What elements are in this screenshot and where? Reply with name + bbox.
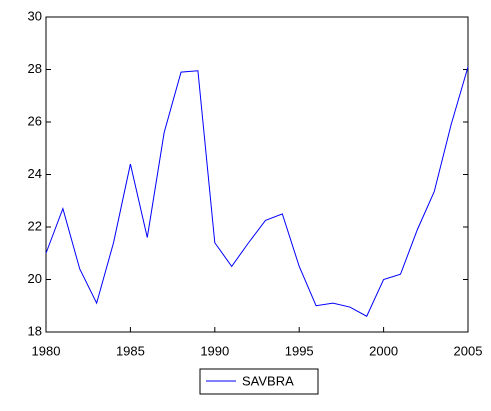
x-tick-label: 2000 [369, 343, 398, 358]
x-tick-label: 1985 [116, 343, 145, 358]
plot-frame [45, 16, 469, 333]
y-tick-label: 30 [28, 8, 42, 23]
legend-label: SAVBRA [242, 373, 294, 388]
y-tick-label: 20 [28, 271, 42, 286]
y-tick-label: 26 [28, 113, 42, 128]
legend-box [199, 368, 319, 395]
y-tick-label: 24 [28, 166, 42, 181]
y-tick-label: 22 [28, 218, 42, 233]
x-tick-label: 1995 [285, 343, 314, 358]
x-tick-label: 2005 [454, 343, 483, 358]
y-tick-label: 18 [28, 323, 42, 338]
x-tick-label: 1980 [32, 343, 61, 358]
y-tick-label: 28 [28, 61, 42, 76]
data-line [45, 66, 469, 317]
x-tick-label: 1990 [200, 343, 229, 358]
